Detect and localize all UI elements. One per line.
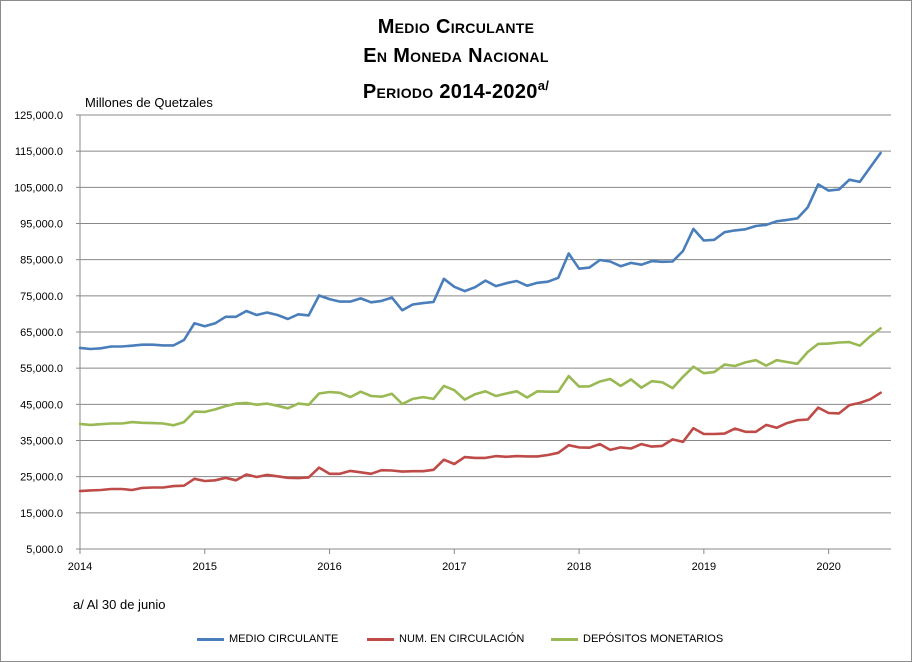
title-line-3: Periodo 2014-2020a/ [1,71,911,107]
y-tick-label: 45,000.0 [20,399,63,411]
title-line-2: En Moneda Nacional [363,45,549,67]
title-line-1: Medio Circulante [377,16,535,38]
y-tick-label: 75,000.0 [20,291,63,303]
y-tick-label: 85,000.0 [20,255,63,267]
x-tick-label: 2016 [317,561,341,573]
y-tick-label: 95,000.0 [20,219,63,231]
x-tick-label: 2018 [567,561,591,573]
x-tick-label: 2014 [68,561,92,573]
y-tick-label: 25,000.0 [20,472,63,484]
x-tick-label: 2017 [442,561,466,573]
title-superscript: a/ [537,78,550,93]
legend-item: MEDIO CIRCULANTE [197,633,338,645]
y-tick-label: 35,000.0 [20,436,63,448]
y-tick-label: 5,000.0 [26,544,63,556]
y-tick-label: 55,000.0 [20,363,63,375]
footnote: a/ Al 30 de junio [73,597,166,612]
title-line-3-text: Periodo 2014-2020 [362,81,538,103]
y-tick-label: 65,000.0 [20,327,63,339]
y-axis-unit-label: Millones de Quetzales [85,95,213,110]
x-tick-label: 2020 [816,561,840,573]
legend-swatch [367,637,394,641]
series-line-num-en-circulacion [78,391,882,493]
x-tick-label: 2019 [692,561,716,573]
y-tick-label: 105,000.0 [14,182,63,194]
y-tick-label: 15,000.0 [20,508,63,520]
legend-swatch [197,637,224,641]
y-tick-label: 115,000.0 [15,146,63,158]
chart-legend: MEDIO CIRCULANTE NUM. EN CIRCULACIÓN DEPÓS… [1,633,911,651]
series-line-medio-circulante [78,151,882,351]
series-line-depositos-monetarios [78,327,882,427]
legend-label: MEDIO CIRCULANTE [229,633,339,645]
chart-title: Medio Circulante En Moneda Nacional Peri… [1,13,911,107]
x-tick-label: 2015 [193,561,217,573]
legend-item: NUM. EN CIRCULACIÓN [367,633,524,645]
legend-label: DEPÓSITOS MONETARIOS [583,633,724,645]
legend-label: NUM. EN CIRCULACIÓN [399,633,525,645]
y-tick-label: 125,000.0 [14,110,63,122]
legend-item: DEPÓSITOS MONETARIOS [551,633,723,645]
legend-swatch [551,637,578,641]
